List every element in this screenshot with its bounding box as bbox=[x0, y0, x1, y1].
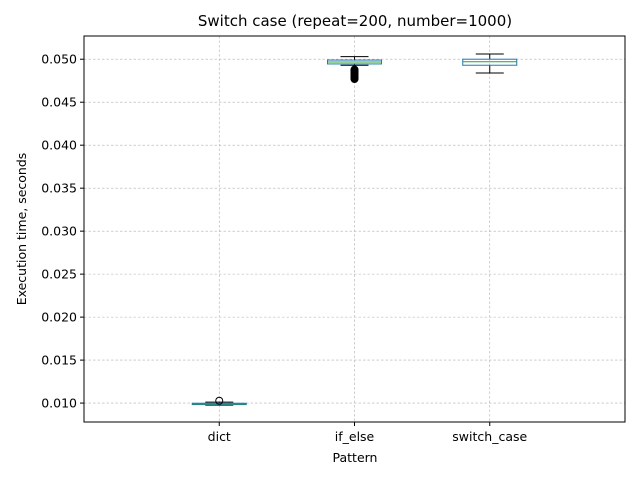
y-tick-label: 0.030 bbox=[41, 224, 77, 239]
y-tick-label: 0.045 bbox=[41, 95, 77, 110]
x-tick-label: switch_case bbox=[452, 429, 527, 444]
box-switch_case bbox=[462, 53, 518, 74]
chart-title: Switch case (repeat=200, number=1000) bbox=[198, 12, 512, 30]
y-tick-label: 0.050 bbox=[41, 52, 77, 67]
x-axis-title: Pattern bbox=[333, 450, 378, 465]
y-tick-label: 0.015 bbox=[41, 353, 77, 368]
x-tick-label: if_else bbox=[335, 429, 375, 444]
outlier-point bbox=[215, 396, 224, 405]
tick-layer: 0.010 0.015 0.020 0.025 0.030 0.035 0.040 0.045… bbox=[41, 52, 527, 444]
box-if_else bbox=[327, 56, 382, 83]
x-tick-label: dict bbox=[208, 429, 231, 444]
y-tick-label: 0.040 bbox=[41, 138, 77, 153]
y-tick-label: 0.010 bbox=[41, 396, 77, 411]
box-layer bbox=[191, 53, 518, 406]
y-axis-title: Execution time, seconds bbox=[14, 153, 29, 306]
y-tick-label: 0.020 bbox=[41, 310, 77, 325]
outlier-point bbox=[350, 65, 359, 74]
y-tick-label: 0.025 bbox=[41, 267, 77, 282]
y-tick-label: 0.035 bbox=[41, 181, 77, 196]
box-dict bbox=[191, 396, 247, 406]
